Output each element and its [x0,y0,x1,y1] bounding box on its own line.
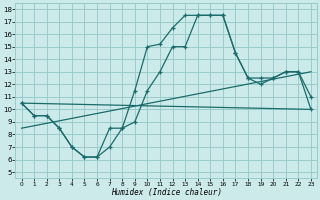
X-axis label: Humidex (Indice chaleur): Humidex (Indice chaleur) [111,188,222,197]
